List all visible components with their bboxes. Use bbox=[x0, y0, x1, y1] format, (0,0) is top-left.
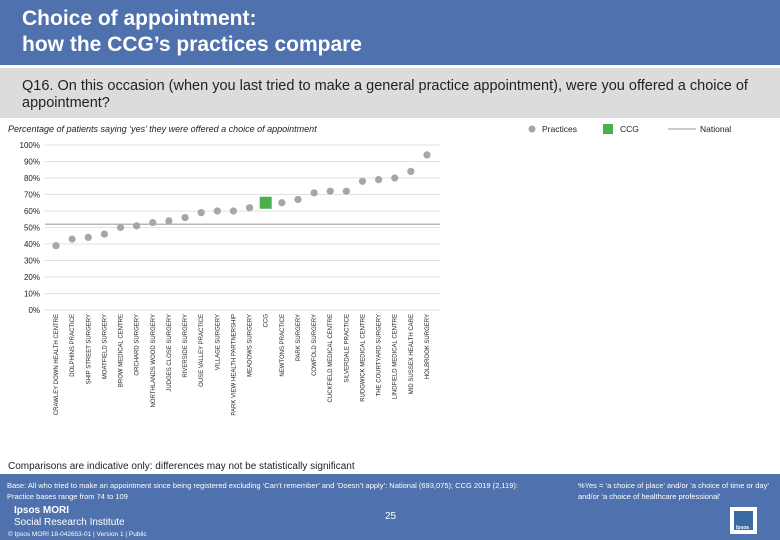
x-tick-label: PARK VIEW HEALTH PARTNERSHIP bbox=[231, 314, 237, 416]
x-tick-label: COWFOLD SURGERY bbox=[312, 314, 318, 376]
practice-point bbox=[358, 177, 367, 185]
ipsos-mori-logo: Ipsos MORI Social Research Institute bbox=[14, 505, 125, 529]
practice-point bbox=[326, 187, 334, 195]
practice-point bbox=[391, 174, 399, 182]
practice-point bbox=[342, 187, 350, 195]
practice-point bbox=[133, 222, 141, 230]
base-note: Base: All who tried to make an appointme… bbox=[7, 481, 518, 501]
y-tick-label: 40% bbox=[24, 240, 40, 249]
chart-subtitle: Percentage of patients saying ‘yes’ they… bbox=[8, 124, 317, 134]
copyright-note: © Ipsos MORI 18-042653-01 | Version 1 | … bbox=[8, 531, 147, 538]
practice-point bbox=[423, 151, 431, 159]
title-line-2: how the CCG’s practices compare bbox=[22, 33, 362, 56]
title-line-1: Choice of appointment: bbox=[22, 7, 257, 30]
ipsos-logo-icon: Ipsos bbox=[730, 507, 757, 534]
x-tick-label: MEADOWS SURGERY bbox=[248, 314, 254, 377]
definition-note: %Yes = ‘a choice of place’ and/or ‘a cho… bbox=[578, 481, 769, 501]
x-tick-label: OUSE VALLEY PRACTICE bbox=[199, 314, 205, 387]
page-number: 25 bbox=[385, 511, 397, 522]
y-tick-label: 20% bbox=[24, 273, 40, 282]
practice-point bbox=[52, 242, 60, 250]
x-tick-label: SILVERDALE PRACTICE bbox=[344, 314, 350, 383]
x-tick-label: CUCKFIELD MEDICAL CENTRE bbox=[328, 314, 334, 402]
x-tick-label: BROW MEDICAL CENTRE bbox=[119, 314, 125, 387]
ipsos-logo-inner: Ipsos bbox=[734, 511, 753, 531]
practice-point bbox=[100, 230, 108, 238]
practice-point bbox=[213, 207, 221, 215]
x-tick-label: ORCHARD SURGERY bbox=[135, 314, 141, 376]
chart-area: Percentage of patients saying ‘yes’ they… bbox=[0, 120, 780, 460]
y-tick-label: 60% bbox=[24, 207, 40, 216]
x-tick-label: HOLBROOK SURGERY bbox=[425, 314, 431, 379]
legend-practices-marker bbox=[528, 125, 536, 133]
x-tick-label: LINDFIELD MEDICAL CENTRE bbox=[393, 314, 399, 399]
x-tick-label: CRAWLEY DOWN HEALTH CENTRE bbox=[54, 314, 60, 415]
ccg-marker bbox=[259, 196, 272, 209]
practice-point bbox=[294, 195, 302, 204]
footer-bar: Base: All who tried to make an appointme… bbox=[0, 474, 780, 540]
x-tick-label: CCG bbox=[264, 314, 270, 328]
x-tick-label: THE COURTYARD SURGERY bbox=[377, 314, 383, 396]
x-tick-label: VILLAGE SURGERY bbox=[215, 314, 221, 370]
legend: Practices CCG National bbox=[528, 124, 731, 134]
x-tick-label: MID SUSSEX HEALTH CARE bbox=[409, 314, 415, 394]
legend-national-label: National bbox=[700, 124, 731, 134]
logo-subtitle: Social Research Institute bbox=[14, 517, 125, 528]
practice-point bbox=[181, 214, 189, 222]
legend-ccg-marker bbox=[603, 124, 613, 134]
x-tick-label: DOLPHINS PRACTICE bbox=[70, 314, 76, 377]
practice-point bbox=[197, 209, 205, 217]
y-tick-label: 10% bbox=[24, 290, 40, 299]
practice-point bbox=[84, 233, 92, 241]
practice-point bbox=[68, 235, 76, 243]
x-tick-label: RUDGWICK MEDICAL CENTRE bbox=[360, 314, 366, 402]
practice-point bbox=[149, 218, 157, 227]
x-tick-label: NORTHLANDS WOOD SURGERY bbox=[151, 314, 157, 407]
y-tick-label: 70% bbox=[24, 191, 40, 200]
y-tick-label: 90% bbox=[24, 158, 40, 167]
practice-point bbox=[310, 189, 318, 197]
header-bar: Choice of appointment: how the CCG’s pra… bbox=[0, 0, 780, 65]
x-tick-label: RIVERSIDE SURGERY bbox=[183, 314, 189, 378]
y-tick-label: 100% bbox=[20, 141, 40, 150]
caveat-note: Comparisons are indicative only: differe… bbox=[8, 461, 355, 472]
page-title: Choice of appointment: how the CCG’s pra… bbox=[22, 6, 542, 58]
y-tick-label: 0% bbox=[28, 306, 40, 315]
x-tick-label: MOATFIELD SURGERY bbox=[102, 314, 108, 379]
chart: Percentage of patients saying ‘yes’ they… bbox=[8, 124, 731, 416]
practice-point bbox=[407, 167, 415, 175]
x-tick-label: JUDGES CLOSE SURGERY bbox=[167, 314, 173, 392]
practice-point bbox=[375, 176, 383, 184]
x-tick-label: SHIP STREET SURGERY bbox=[86, 314, 92, 384]
ipsos-logo-word: Ipsos bbox=[736, 525, 750, 531]
y-tick-label: 80% bbox=[24, 174, 40, 183]
legend-ccg-label: CCG bbox=[620, 124, 639, 134]
practice-point bbox=[229, 207, 238, 215]
practice-point bbox=[165, 217, 173, 225]
question-text: Q16. On this occasion (when you last tri… bbox=[22, 78, 748, 111]
logo-title: Ipsos MORI bbox=[14, 505, 70, 516]
y-tick-label: 50% bbox=[24, 224, 40, 233]
x-tick-label: PARK SURGERY bbox=[296, 314, 302, 361]
question-bar: Q16. On this occasion (when you last tri… bbox=[0, 68, 780, 118]
practice-point bbox=[116, 223, 125, 232]
x-tick-label: NEWTONS PRACTICE bbox=[280, 314, 286, 377]
practice-point bbox=[245, 204, 254, 212]
y-tick-label: 30% bbox=[24, 257, 40, 266]
legend-practices-label: Practices bbox=[542, 124, 577, 134]
practice-point bbox=[278, 199, 286, 207]
